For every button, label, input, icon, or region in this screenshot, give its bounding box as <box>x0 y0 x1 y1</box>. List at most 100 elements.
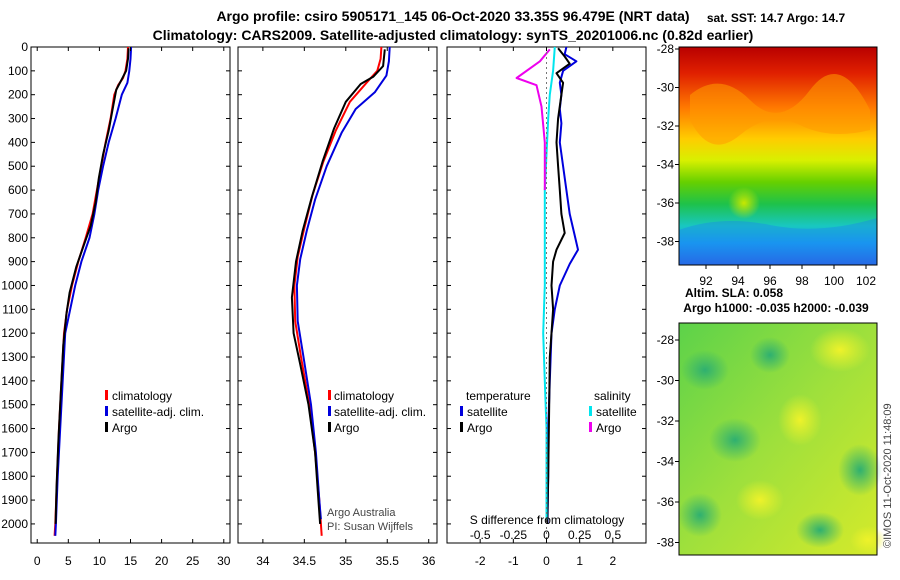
x-tick-label: 34.5 <box>293 554 317 568</box>
x-tick-label: 0 <box>543 554 550 568</box>
depth-tick-label: 1100 <box>2 302 28 316</box>
legend-label: Argo <box>334 421 360 435</box>
watermark: ©IMOS 11-Oct-2020 11:48:09 <box>882 403 894 548</box>
sla-high-anomaly <box>778 394 822 446</box>
title-line-2: Climatology: CARS2009. Satellite-adjuste… <box>153 27 754 43</box>
depth-tick-label: 900 <box>8 255 28 269</box>
x-tick-label: 5 <box>65 554 72 568</box>
sst-lat-label: -38 <box>657 235 675 249</box>
difference-legend: temperature salinity satellite Argo sate… <box>460 389 637 435</box>
depth-tick-label: 500 <box>8 159 28 173</box>
title-line-1: Argo profile: csiro 5905171_145 06-Oct-2… <box>216 8 689 24</box>
legend-swatch-climatology <box>328 390 331 400</box>
sst-lon-label: 94 <box>731 274 745 288</box>
depth-tick-label: 1800 <box>1 469 28 483</box>
temperature-legend: climatology satellite-adj. clim. Argo <box>105 389 204 435</box>
legend-label: Argo <box>467 421 493 435</box>
sst-lon-label: 98 <box>795 274 809 288</box>
salinity-legend: climatology satellite-adj. clim. Argo <box>328 389 426 435</box>
depth-tick-label: 2000 <box>1 517 28 531</box>
legend-header-temperature: temperature <box>466 389 531 403</box>
series-climatology <box>53 46 129 536</box>
x-axes: 0 5 10 15 20 25 30 34 34.5 35 35.5 36 -2 -1 0 1 2 <box>34 47 616 568</box>
sla-lat-label: -32 <box>657 414 675 428</box>
sst-frame <box>678 46 878 266</box>
depth-tick-label: 700 <box>8 207 28 221</box>
sla-high-anomaly <box>810 328 870 372</box>
sla-low-anomaly <box>750 337 790 373</box>
sla-map-title-2: Argo h1000: -0.035 h2000: -0.039 <box>683 301 869 315</box>
series-satellite-adj-clim- <box>295 46 391 520</box>
sst-warm-intrusion <box>690 74 870 145</box>
depth-tick-label: 0 <box>21 40 28 54</box>
legend-swatch-sal-argo <box>589 422 592 432</box>
legend-label: satellite <box>467 405 508 419</box>
salinity-diff-tick-label: 0 <box>543 528 550 542</box>
salinity-difference-tick-labels: -0.5 -0.25 0 0.25 0.5 <box>470 528 622 542</box>
sst-lon-label: 96 <box>763 274 777 288</box>
legend-label: satellite-adj. clim. <box>112 405 204 419</box>
sst-lat-label: -28 <box>657 42 675 56</box>
legend-label: Argo <box>596 421 622 435</box>
credit-line-2: PI: Susan Wijffels <box>327 521 413 533</box>
legend-label: satellite-adj. clim. <box>334 405 426 419</box>
sla-high-anomaly <box>736 480 784 520</box>
sla-low-anomaly <box>796 512 844 548</box>
x-tick-label: 35 <box>339 554 353 568</box>
sla-lat-label: -38 <box>657 536 675 550</box>
depth-tick-label: 200 <box>8 88 28 102</box>
depth-tick-label: 600 <box>8 183 28 197</box>
sla-low-anomaly <box>678 493 722 537</box>
salinity-diff-tick-label: -0.25 <box>500 528 528 542</box>
depth-tick-label: 1400 <box>1 374 28 388</box>
x-tick-label: 10 <box>93 554 107 568</box>
sst-lon-label: 102 <box>856 274 876 288</box>
temperature-panel <box>30 46 231 544</box>
x-tick-label: 30 <box>217 554 231 568</box>
depth-tick-label: 400 <box>8 135 28 149</box>
legend-swatch-argo <box>328 422 331 432</box>
legend-label: Argo <box>112 421 138 435</box>
sla-low-anomaly <box>838 444 882 496</box>
x-tick-label: 36 <box>422 554 436 568</box>
x-tick-label: -1 <box>508 554 519 568</box>
depth-tick-label: 1200 <box>1 326 28 340</box>
sla-map <box>678 322 886 556</box>
sst-lat-label: -34 <box>657 158 675 172</box>
sst-cool-band <box>679 218 877 265</box>
sst-lat-label: -36 <box>657 196 675 210</box>
depth-tick-label: 1500 <box>1 398 28 412</box>
salinity-diff-tick-label: 0.25 <box>568 528 592 542</box>
salinity-panel <box>237 46 438 544</box>
difference-xlabel: S difference from climatology <box>470 513 625 527</box>
legend-header-salinity: salinity <box>594 389 631 403</box>
depth-tick-label: 300 <box>8 112 28 126</box>
series-satellite-adj-clim- <box>54 46 133 536</box>
salinity-lines <box>290 46 391 536</box>
sst-lon-axis: 92 94 96 98 100 102 <box>699 265 876 288</box>
sst-eddy <box>728 187 760 219</box>
x-tick-label: 2 <box>609 554 616 568</box>
x-tick-label: 25 <box>186 554 200 568</box>
series-argo <box>290 49 386 524</box>
sla-lat-label: -34 <box>657 455 675 469</box>
depth-tick-label: 1300 <box>1 350 28 364</box>
sla-low-anomaly <box>709 418 761 462</box>
salinity-diff-tick-label: -0.5 <box>470 528 491 542</box>
legend-label: climatology <box>334 389 394 403</box>
legend-swatch-satellite <box>105 406 108 416</box>
x-tick-label: 15 <box>124 554 138 568</box>
depth-tick-label: 1900 <box>1 493 28 507</box>
legend-swatch-temp-argo <box>460 422 463 432</box>
legend-swatch-temp-satellite <box>460 406 463 416</box>
sla-lat-label: -28 <box>657 333 675 347</box>
depth-tick-label: 800 <box>8 231 28 245</box>
sla-lat-label: -30 <box>657 374 675 388</box>
sst-lat-axis: -28 -30 -32 -34 -36 -38 <box>657 42 679 249</box>
series-temperature-argo <box>546 47 571 524</box>
x-tick-label: 34 <box>256 554 270 568</box>
sst-lon-label: 92 <box>699 274 713 288</box>
sla-frame <box>678 322 878 556</box>
sla-map-title-1: Altim. SLA: 0.058 <box>685 286 783 300</box>
sla-lat-label: -36 <box>657 495 675 509</box>
